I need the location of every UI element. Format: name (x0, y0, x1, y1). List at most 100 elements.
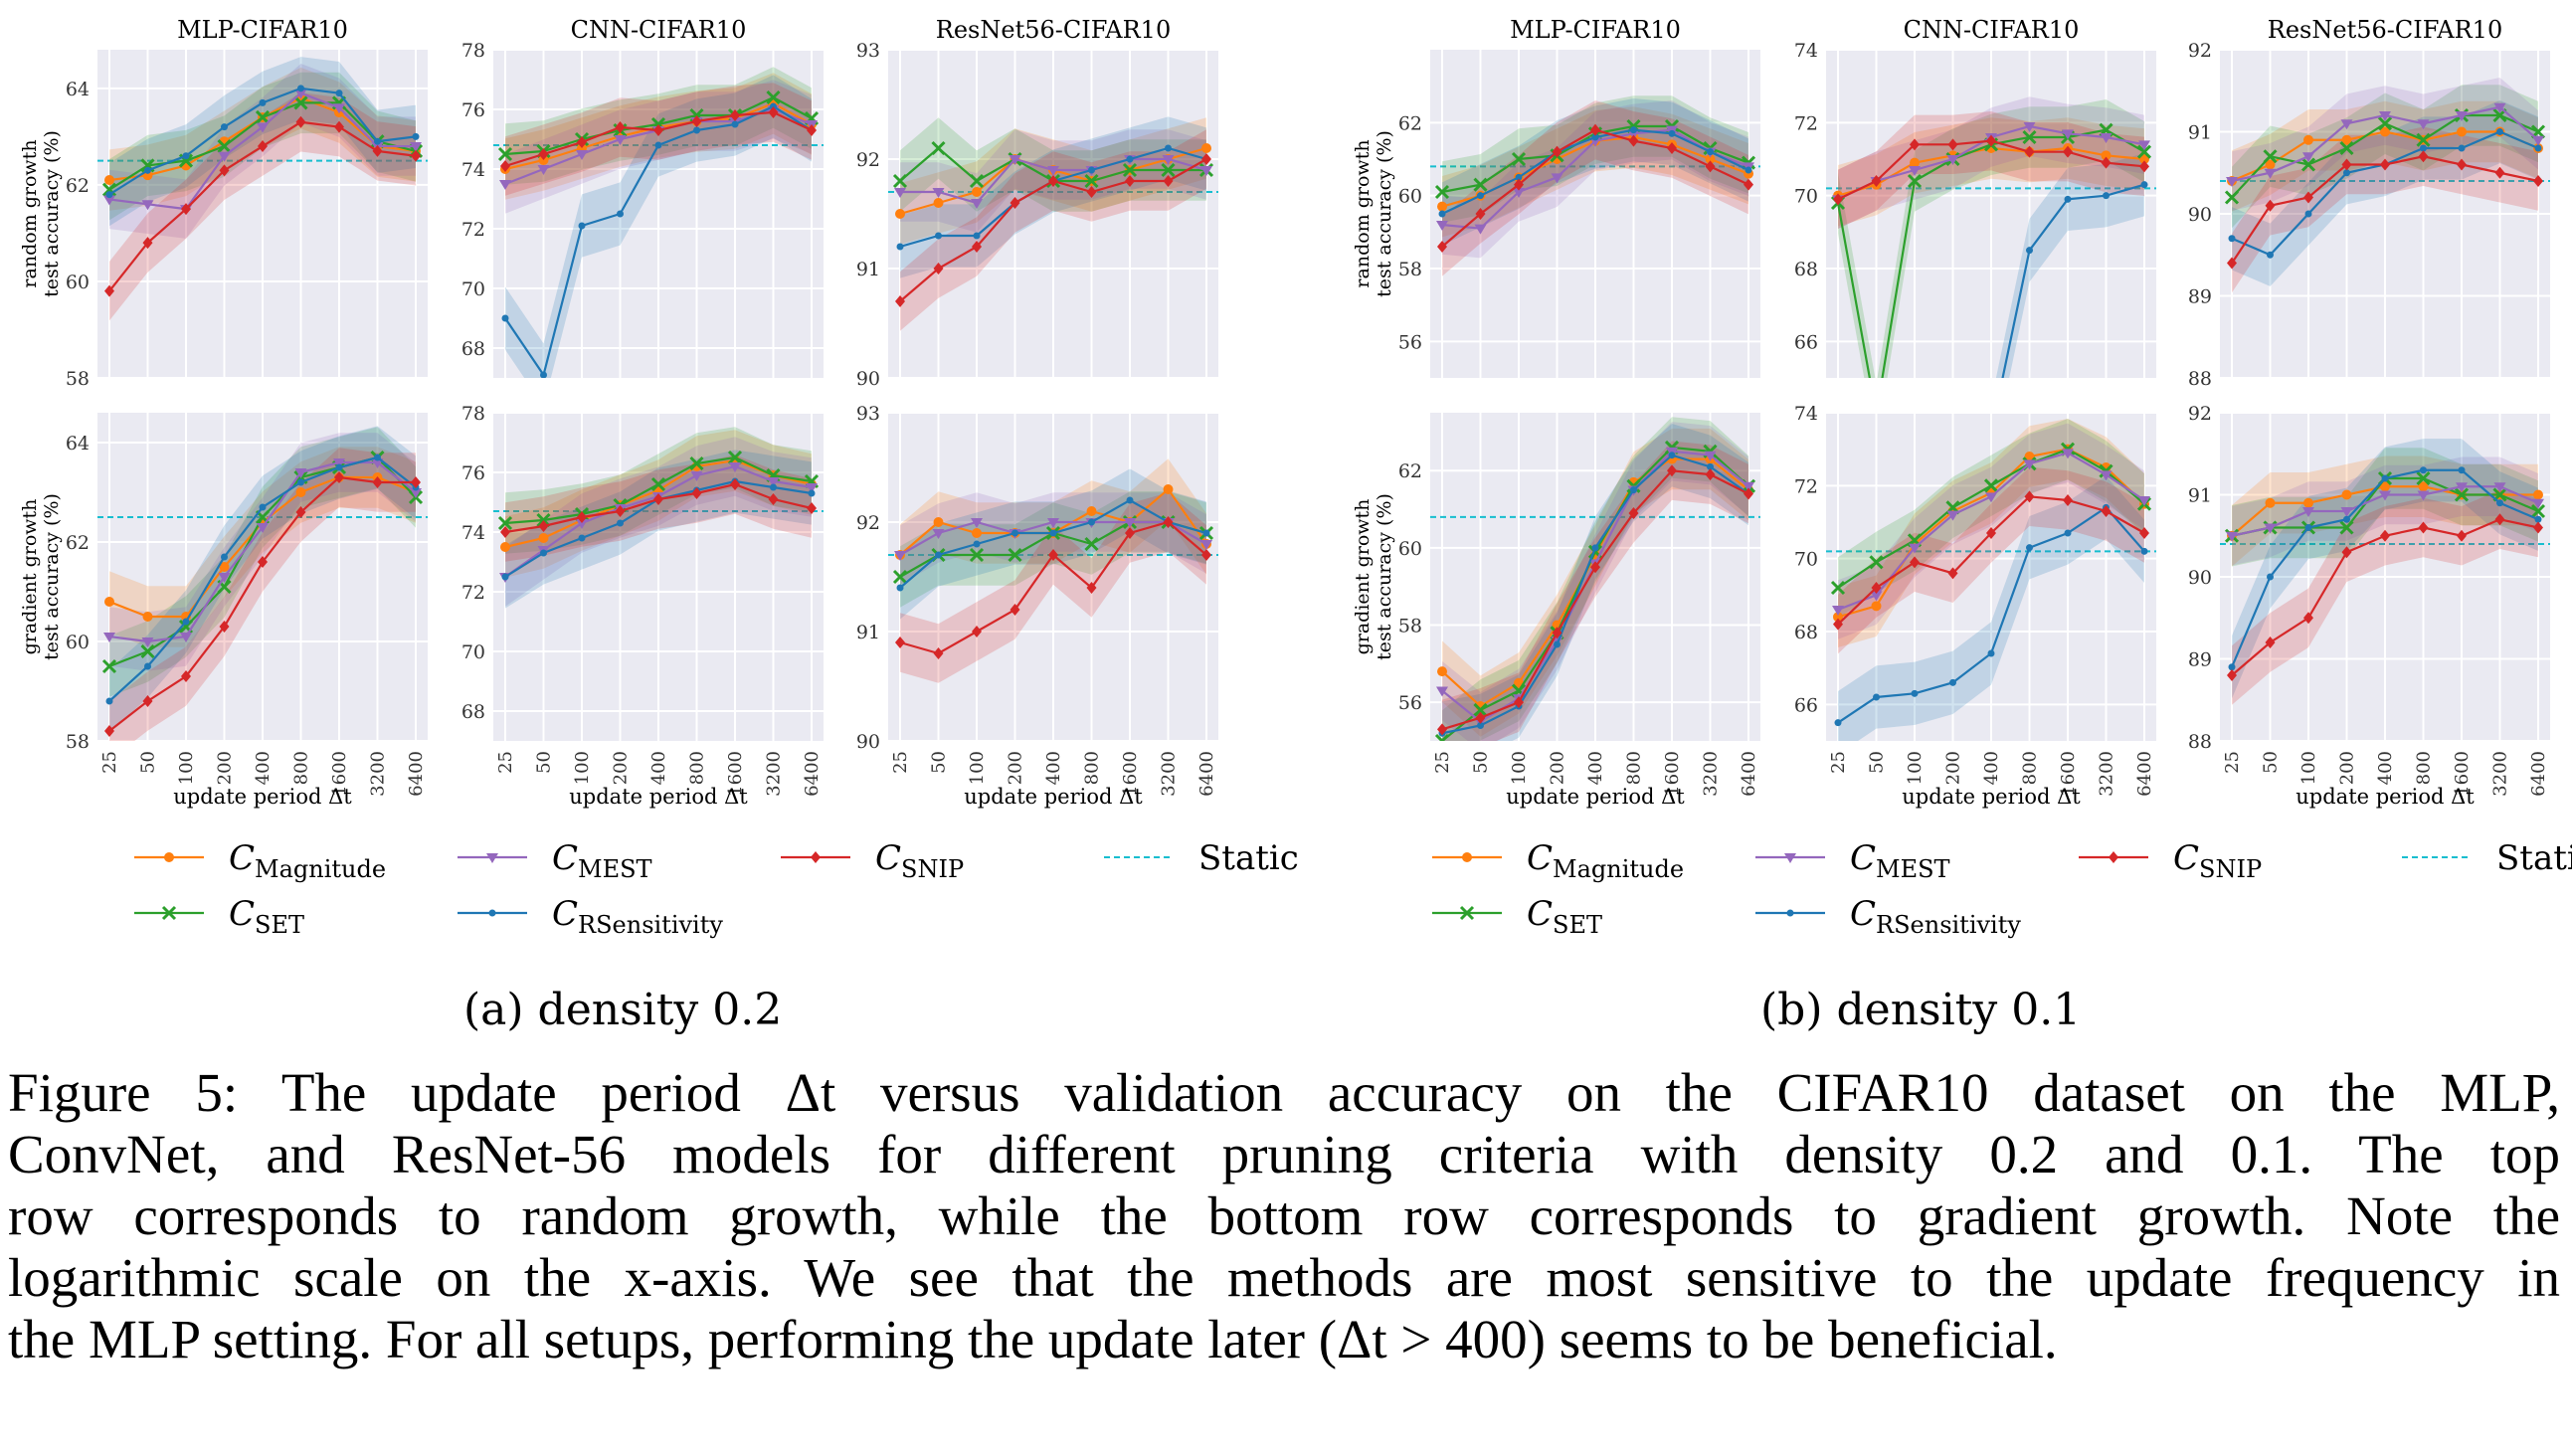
data-point (614, 135, 627, 145)
data-point (576, 519, 588, 529)
series-group (1434, 417, 1756, 741)
data-point (1871, 582, 1882, 594)
confidence-band-snip (109, 448, 416, 741)
data-point (1873, 693, 1880, 701)
data-point (1163, 516, 1174, 528)
x-tick-label: 400 (1585, 751, 1606, 785)
x-tick-label: 200 (1943, 751, 1964, 785)
x-tick-label: 25 (495, 751, 516, 774)
data-point (1477, 721, 1484, 729)
series-group (101, 57, 424, 321)
x-tick-label: 800 (1624, 751, 1645, 785)
data-point (180, 633, 192, 642)
data-point (1200, 166, 1212, 176)
series-group (497, 427, 820, 609)
data-point (693, 126, 700, 134)
data-point (1910, 556, 1920, 569)
data-point (1833, 612, 1843, 623)
y-tick-label: 62 (66, 175, 90, 197)
data-point (372, 476, 383, 488)
y-tick-label: 92 (2188, 40, 2212, 62)
y-tick-label: 66 (1794, 331, 1818, 353)
data-point (2026, 544, 2033, 552)
data-point (1907, 173, 1923, 189)
data-point (1870, 591, 1883, 602)
data-point (1745, 166, 1752, 174)
data-point (297, 85, 304, 92)
data-point (894, 188, 906, 198)
data-point (297, 478, 304, 486)
x-tick-label: 200 (1006, 751, 1026, 785)
data-point (1086, 582, 1097, 594)
confidence-band-snip (109, 92, 416, 321)
data-point (972, 626, 982, 637)
data-point (576, 150, 588, 160)
y-tick-label: 70 (1794, 186, 1818, 208)
x-tick-label: 1600 (329, 751, 350, 797)
data-point (1048, 175, 1058, 187)
y-tick-label: 58 (66, 368, 90, 390)
data-point (411, 149, 421, 162)
x-tick-label: 3200 (368, 751, 389, 797)
data-point (1434, 733, 1450, 741)
x-tick-label: 800 (291, 751, 312, 785)
data-point (2265, 497, 2276, 508)
y-tick-label: 92 (856, 149, 880, 171)
y-tick-label: 62 (66, 532, 90, 554)
data-point (142, 695, 153, 707)
data-point (294, 89, 307, 99)
data-point (767, 477, 780, 487)
data-point (1126, 496, 1134, 504)
x-axis-label: update period Δt (2296, 785, 2475, 809)
data-point (2139, 160, 2149, 173)
data-point (2100, 133, 2113, 143)
data-point (2024, 452, 2035, 461)
y-tick-label: 70 (461, 641, 485, 663)
x-tick-label: 800 (2020, 751, 2041, 785)
x-tick-label: 50 (534, 751, 555, 774)
confidence-band-rsens (1442, 424, 1748, 741)
x-tick-label: 1600 (2452, 751, 2473, 797)
data-point (1474, 224, 1487, 235)
data-point (892, 569, 908, 585)
confidence-band-mest (1442, 422, 1748, 741)
x-tick-label: 400 (648, 751, 669, 785)
data-point (577, 136, 587, 148)
y-tick-label: 74 (1794, 403, 1818, 425)
data-point (258, 556, 268, 568)
data-point (894, 551, 906, 561)
data-point (1910, 157, 1920, 168)
data-point (729, 462, 741, 472)
data-point (895, 209, 905, 219)
data-point (2420, 144, 2427, 152)
confidence-band-mest (109, 433, 416, 671)
data-point (501, 573, 509, 581)
x-axis-label: update period Δt (173, 785, 352, 809)
caption-line: ConvNet, and ResNet-56 models for differ… (8, 1124, 2560, 1184)
x-tick-label: 50 (2261, 751, 2282, 774)
data-point (892, 173, 908, 189)
x-tick-label: 3200 (2097, 751, 2117, 797)
data-point (2533, 521, 2543, 534)
data-point (2026, 247, 2033, 255)
data-point (2377, 116, 2393, 131)
data-point (1705, 154, 1716, 164)
legend-label-rsens: CRSensitivity (552, 894, 723, 939)
data-point (144, 662, 151, 670)
data-point (2303, 612, 2313, 625)
y-tick-label: 72 (1794, 475, 1818, 497)
data-point (971, 518, 983, 528)
x-axis-label: update period Δt (1902, 785, 2081, 809)
data-point (1475, 711, 1486, 724)
x-tick-label: 25 (1432, 751, 1453, 774)
x-tick-label: 100 (1509, 751, 1530, 785)
data-point (2417, 490, 2430, 501)
data-point (933, 647, 944, 659)
legend-label-snip: CSNIP (875, 838, 964, 883)
data-point (2418, 521, 2429, 534)
x-tick-label: 6400 (1196, 751, 1217, 797)
data-point (1628, 134, 1639, 147)
data-point (1869, 555, 1884, 570)
confidence-band-magnitude (1838, 418, 2144, 648)
